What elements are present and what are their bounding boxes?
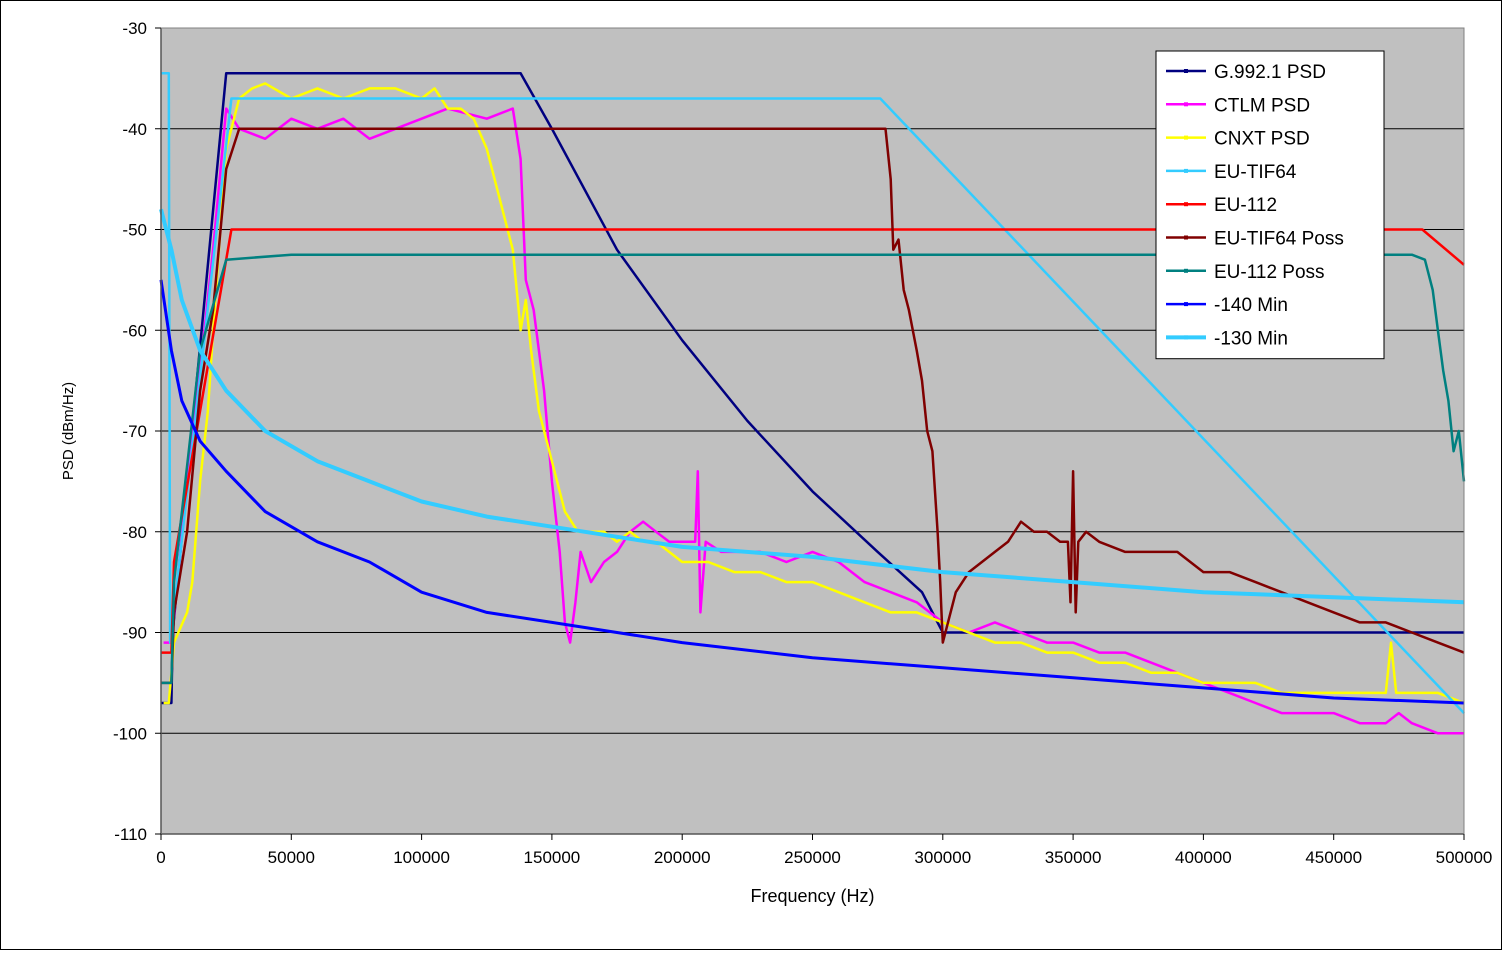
series-line bbox=[163, 82, 1465, 705]
x-tick-label: 250000 bbox=[784, 848, 841, 867]
legend-label: EU-112 Poss bbox=[1214, 262, 1325, 283]
series-line bbox=[159, 279, 1465, 705]
legend-marker bbox=[1184, 102, 1188, 107]
y-tick-label: -110 bbox=[114, 825, 147, 844]
legend: G.992.1 PSD CTLM PSD CNXT PSD EU-TIF64 EU-11… bbox=[1155, 50, 1385, 360]
legend-label: CTLM PSD bbox=[1214, 95, 1310, 116]
x-tick-label: 300000 bbox=[914, 848, 971, 867]
legend-label: EU-TIF64 bbox=[1214, 162, 1297, 183]
legend-label: -130 Min bbox=[1214, 328, 1288, 349]
legend-marker bbox=[1184, 69, 1188, 73]
x-tick-label: 50000 bbox=[268, 848, 315, 867]
y-tick-label: -80 bbox=[122, 523, 147, 542]
legend-marker bbox=[1184, 202, 1188, 207]
y-tick-label: -40 bbox=[122, 120, 147, 139]
y-tick-label: -100 bbox=[113, 724, 147, 743]
x-tick-label: 450000 bbox=[1305, 848, 1362, 867]
x-tick-label: 350000 bbox=[1045, 848, 1102, 867]
legend-label: EU-112 bbox=[1214, 195, 1277, 216]
legend-label: CNXT PSD bbox=[1214, 129, 1310, 150]
legend-marker bbox=[1184, 135, 1188, 140]
x-tick-label: 400000 bbox=[1175, 848, 1232, 867]
legend-marker bbox=[1184, 268, 1188, 273]
legend-marker bbox=[1184, 335, 1188, 340]
x-tick-label: 100000 bbox=[393, 848, 450, 867]
legend-marker bbox=[1184, 235, 1188, 240]
legend-marker bbox=[1184, 302, 1188, 307]
x-tick-label: 500000 bbox=[1436, 848, 1493, 867]
y-axis-label: PSD (dBm/Hz) bbox=[60, 382, 77, 480]
y-tick-label: -60 bbox=[122, 321, 147, 340]
series-line bbox=[161, 228, 1465, 654]
x-tick-label: 150000 bbox=[524, 848, 581, 867]
y-tick-label: -30 bbox=[122, 19, 147, 38]
series-line bbox=[159, 208, 1465, 605]
y-tick-label: -50 bbox=[122, 221, 147, 240]
series-line bbox=[161, 253, 1466, 685]
y-tick-labels: -30 -40 -50 -60 -70 -80 -90 -100 -110 bbox=[113, 19, 161, 844]
y-tick-label: -90 bbox=[122, 624, 147, 643]
x-tick-label: 200000 bbox=[654, 848, 711, 867]
legend-marker bbox=[1184, 168, 1188, 173]
x-tick-labels: 0 50000 100000 150000 200000 250000 300000 3500… bbox=[156, 834, 1492, 867]
legend-label: EU-TIF64 Poss bbox=[1214, 229, 1344, 250]
y-tick-label: -70 bbox=[122, 422, 147, 441]
legend-label: -140 Min bbox=[1214, 295, 1288, 316]
x-tick-label: 0 bbox=[156, 848, 165, 867]
series-layer bbox=[159, 72, 1466, 735]
x-axis-label: Frequency (Hz) bbox=[750, 886, 874, 906]
legend-label: G.992.1 PSD bbox=[1214, 62, 1326, 83]
